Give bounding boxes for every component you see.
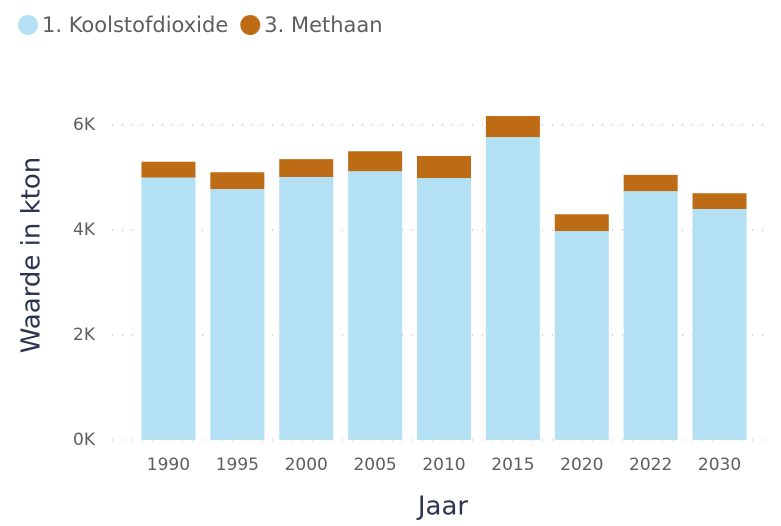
- legend-marker: [18, 15, 38, 35]
- bar-segment: [417, 178, 471, 440]
- y-tick-label: 2K: [73, 325, 96, 345]
- x-tick-label: 2020: [560, 455, 603, 475]
- x-tick-label: 2000: [285, 455, 328, 475]
- bar-segment: [485, 137, 540, 440]
- bar-segment: [210, 172, 265, 190]
- x-tick-label: 2005: [353, 455, 396, 475]
- bar-segment: [623, 174, 678, 192]
- bar-segment: [623, 191, 678, 440]
- y-axis-title: Waarde in kton: [17, 157, 47, 354]
- bar-segment: [554, 214, 609, 232]
- bar-segment: [348, 171, 403, 440]
- y-tick-label: 4K: [73, 220, 96, 240]
- bar-segment: [485, 116, 540, 138]
- bar-segment: [141, 177, 196, 440]
- bar-segment: [417, 155, 471, 179]
- bar-segment: [279, 159, 334, 177]
- y-tick-label: 0K: [73, 430, 96, 450]
- bar-segment: [692, 193, 747, 209]
- x-tick-label: 1990: [147, 455, 190, 475]
- bar-segment: [348, 151, 403, 172]
- x-axis-title: Jaar: [416, 492, 469, 522]
- bar-segment: [554, 231, 609, 440]
- legend-label: 1. Koolstofdioxide: [42, 13, 228, 37]
- bar-segment: [279, 176, 334, 440]
- bar-segment: [692, 209, 747, 440]
- x-tick-label: 2022: [629, 455, 672, 475]
- legend-label: 3. Methaan: [264, 13, 382, 37]
- legend-marker: [240, 15, 261, 35]
- bar-segment: [210, 189, 265, 440]
- x-tick-label: 1995: [216, 455, 259, 475]
- x-tick-label: 2030: [698, 455, 741, 475]
- bar-segment: [141, 161, 196, 178]
- x-tick-label: 2015: [491, 455, 534, 475]
- y-tick-label: 6K: [73, 115, 96, 135]
- x-tick-label: 2010: [422, 455, 465, 475]
